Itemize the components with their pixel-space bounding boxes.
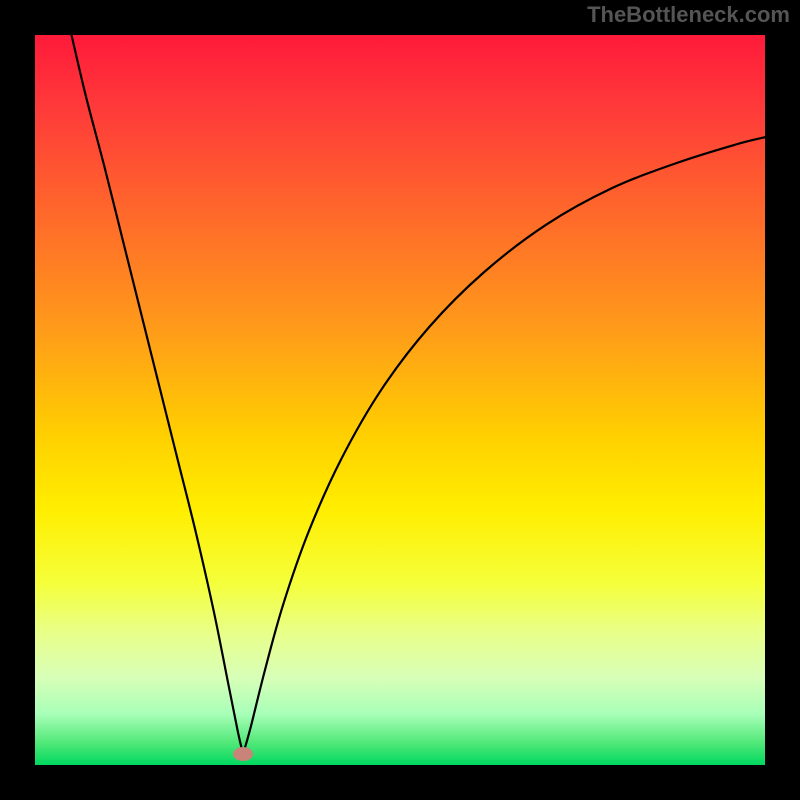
vertex-marker — [233, 747, 253, 761]
bottleneck-curve — [72, 35, 766, 754]
plot-area — [35, 35, 765, 765]
curve-layer — [35, 35, 765, 765]
chart-frame: TheBottleneck.com — [0, 0, 800, 800]
watermark-text: TheBottleneck.com — [587, 2, 790, 28]
